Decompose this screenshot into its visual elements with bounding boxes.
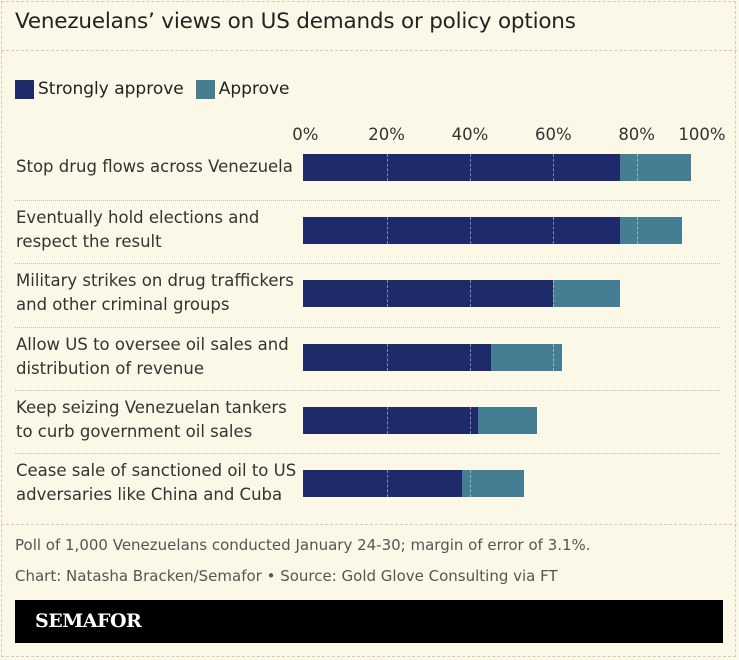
legend-swatch [15,79,34,99]
category-label-line: Allow US to oversee oil sales and [16,334,289,354]
x-tick-label: 20% [368,125,405,144]
x-tick-label: 100% [678,125,726,144]
row-divider [15,389,720,391]
credit-note: Chart: Natasha Bracken/Semafor • Source:… [15,567,558,585]
category-label: Military strikes on drug traffickers and … [16,269,294,317]
gridline [386,154,388,181]
bar-strongly-approve [303,154,620,181]
legend-label: Approve [218,79,290,99]
chart-title: Venezuelans’ views on US demands or poli… [15,9,576,34]
bar-strongly-approve [303,470,462,497]
gridline [386,343,388,371]
bar-strongly-approve [303,406,479,434]
gridline [553,343,555,371]
x-tick-label: 80% [618,125,655,144]
gridline [386,470,388,497]
x-tick-label: 0% [292,125,319,144]
legend-label: Strongly approve [38,79,184,99]
category-label-line: Stop drug flows across Venezuela [16,157,293,176]
row-divider [15,326,720,328]
category-label-line: Military strikes on drug traffickers [16,271,294,291]
legend: Strongly approve Approve [15,79,302,99]
bar-strongly-approve [303,280,554,308]
row-divider [15,263,720,265]
legend-item-strongly-approve: Strongly approve [15,79,184,99]
divider [1,524,737,525]
gridline [469,280,471,308]
bar-approve [490,343,562,371]
category-label: Stop drug flows across Venezuela [16,155,293,179]
category-label-line: respect the result [16,232,162,252]
gridline [469,154,471,181]
brand-bar: SEMAFOR [15,600,723,643]
bar-approve [619,217,683,245]
category-label: Cease sale of sanctioned oil to US advers… [16,459,296,507]
gridline [469,406,471,434]
x-tick-label: 60% [534,125,572,144]
gridline [386,280,388,308]
category-label: Keep seizing Venezuelan tankers to curb g… [16,396,287,444]
gridline [636,154,638,181]
category-label-line: Cease sale of sanctioned oil to US [16,461,297,480]
category-label-line: to curb government oil sales [16,421,253,441]
bar-approve [478,406,537,434]
divider [1,50,737,51]
gridline [386,217,388,245]
gridline [553,154,555,181]
gridline [469,217,471,245]
gridline [553,217,555,245]
legend-item-approve: Approve [195,79,290,99]
category-label: Eventually hold elections and respect the… [16,206,259,254]
methodology-note: Poll of 1,000 Venezuelans conducted Janu… [15,536,591,554]
category-label: Allow US to oversee oil sales and distrib… [16,333,289,381]
gridline [469,343,471,371]
category-label-line: Keep seizing Venezuelan tankers [16,397,287,417]
bar-approve [461,470,525,497]
gridline [386,406,388,434]
bar-strongly-approve [303,343,491,371]
bar-approve [553,280,620,308]
x-tick-label: 40% [451,125,489,144]
gridline [636,217,638,245]
legend-swatch [195,79,215,99]
category-label-line: and other criminal groups [16,295,230,315]
bar-approve [619,154,691,181]
row-divider [15,200,720,202]
category-label-line: adversaries like China and Cuba [16,485,283,504]
bar-strongly-approve [303,217,620,245]
semafor-logo: SEMAFOR [35,610,142,632]
category-label-line: Eventually hold elections and [16,208,260,228]
gridline [553,280,555,308]
category-label-line: distribution of revenue [16,358,204,378]
gridline [469,470,471,497]
row-divider [15,453,720,454]
